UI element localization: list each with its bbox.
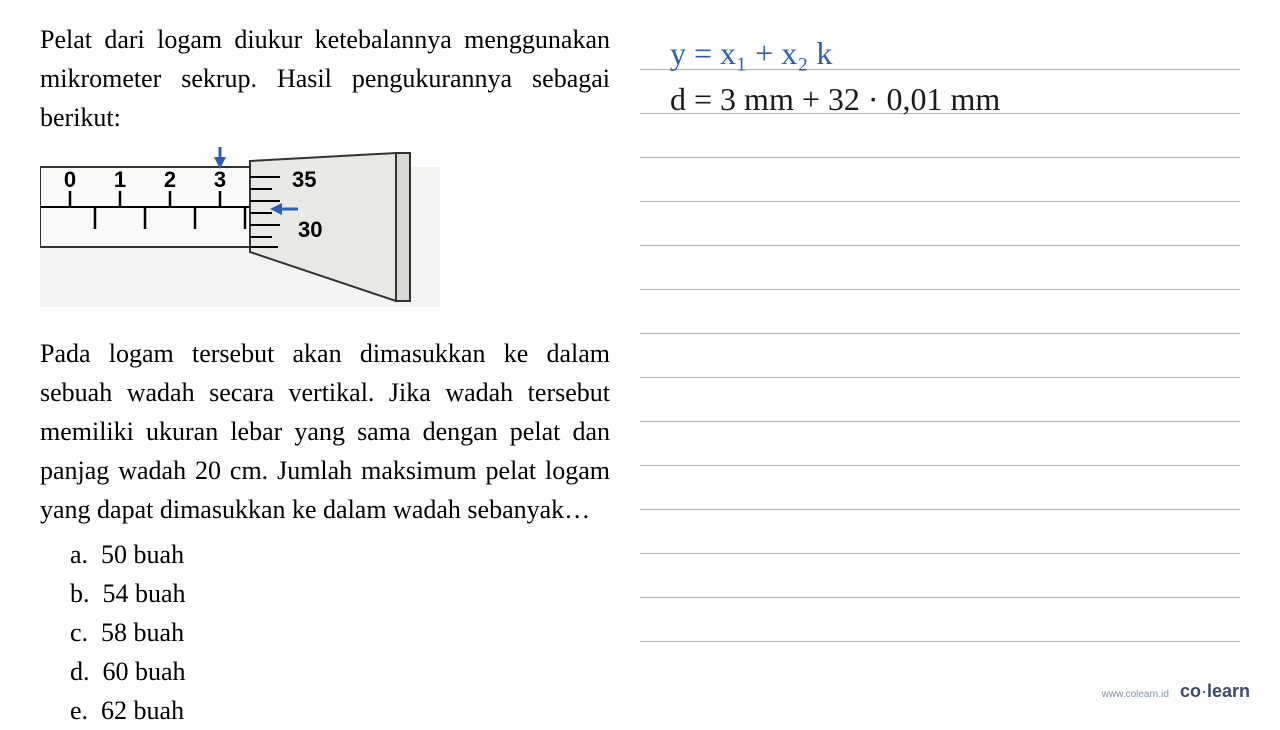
logo-url: www.colearn.id — [1102, 689, 1169, 700]
option-b: b. 54 buah — [70, 574, 610, 613]
option-d: d. 60 buah — [70, 652, 610, 691]
micrometer-diagram: 0 1 2 3 35 30 — [40, 147, 610, 324]
logo-co: co — [1180, 681, 1201, 701]
option-e: e. 62 buah — [70, 691, 610, 730]
workings-column: y = x₁ + x₂ k d = 3 mm + 32 · 0,01 mm ww… — [640, 0, 1280, 720]
main-scale-2: 2 — [164, 167, 176, 192]
problem-column: Pelat dari logam diukur ketebalannya men… — [0, 0, 640, 720]
options-list: a. 50 buah b. 54 buah c. 58 buah d. 60 b… — [40, 535, 610, 730]
logo-learn: learn — [1207, 681, 1250, 701]
problem-intro: Pelat dari logam diukur ketebalannya men… — [40, 20, 610, 137]
handwriting-line1: y = x₁ + x₂ k — [670, 30, 1240, 76]
main-scale-3: 3 — [214, 167, 226, 192]
main-scale-0: 0 — [64, 167, 76, 192]
problem-continuation: Pada logam tersebut akan dimasukkan ke d… — [40, 334, 610, 529]
option-a: a. 50 buah — [70, 535, 610, 574]
page: Pelat dari logam diukur ketebalannya men… — [0, 0, 1280, 720]
option-c: c. 58 buah — [70, 613, 610, 652]
thimble-30: 30 — [298, 217, 322, 242]
brand-logo: www.colearn.id co·learn — [1102, 681, 1250, 702]
handwriting-block: y = x₁ + x₂ k d = 3 mm + 32 · 0,01 mm — [670, 30, 1240, 122]
main-scale-1: 1 — [114, 167, 126, 192]
thimble-35: 35 — [292, 167, 316, 192]
micrometer-svg: 0 1 2 3 35 30 — [40, 147, 440, 317]
handwriting-line2: d = 3 mm + 32 · 0,01 mm — [670, 76, 1240, 122]
